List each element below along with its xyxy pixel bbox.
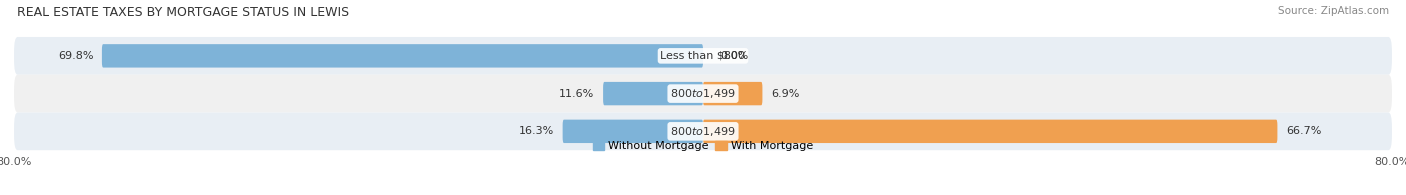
Text: 6.9%: 6.9% bbox=[770, 89, 800, 99]
FancyBboxPatch shape bbox=[14, 113, 1392, 150]
FancyBboxPatch shape bbox=[101, 44, 703, 67]
Text: Less than $800: Less than $800 bbox=[661, 51, 745, 61]
Text: 11.6%: 11.6% bbox=[560, 89, 595, 99]
Text: REAL ESTATE TAXES BY MORTGAGE STATUS IN LEWIS: REAL ESTATE TAXES BY MORTGAGE STATUS IN … bbox=[17, 6, 349, 19]
FancyBboxPatch shape bbox=[14, 75, 1392, 113]
Text: 69.8%: 69.8% bbox=[58, 51, 93, 61]
FancyBboxPatch shape bbox=[562, 120, 703, 143]
Text: $800 to $1,499: $800 to $1,499 bbox=[671, 87, 735, 100]
FancyBboxPatch shape bbox=[603, 82, 703, 105]
FancyBboxPatch shape bbox=[14, 37, 1392, 75]
Text: 0.0%: 0.0% bbox=[720, 51, 748, 61]
FancyBboxPatch shape bbox=[703, 120, 1278, 143]
Text: $800 to $1,499: $800 to $1,499 bbox=[671, 125, 735, 138]
Legend: Without Mortgage, With Mortgage: Without Mortgage, With Mortgage bbox=[588, 137, 818, 156]
Text: Source: ZipAtlas.com: Source: ZipAtlas.com bbox=[1278, 6, 1389, 16]
FancyBboxPatch shape bbox=[703, 82, 762, 105]
Text: 16.3%: 16.3% bbox=[519, 126, 554, 136]
Text: 66.7%: 66.7% bbox=[1286, 126, 1322, 136]
